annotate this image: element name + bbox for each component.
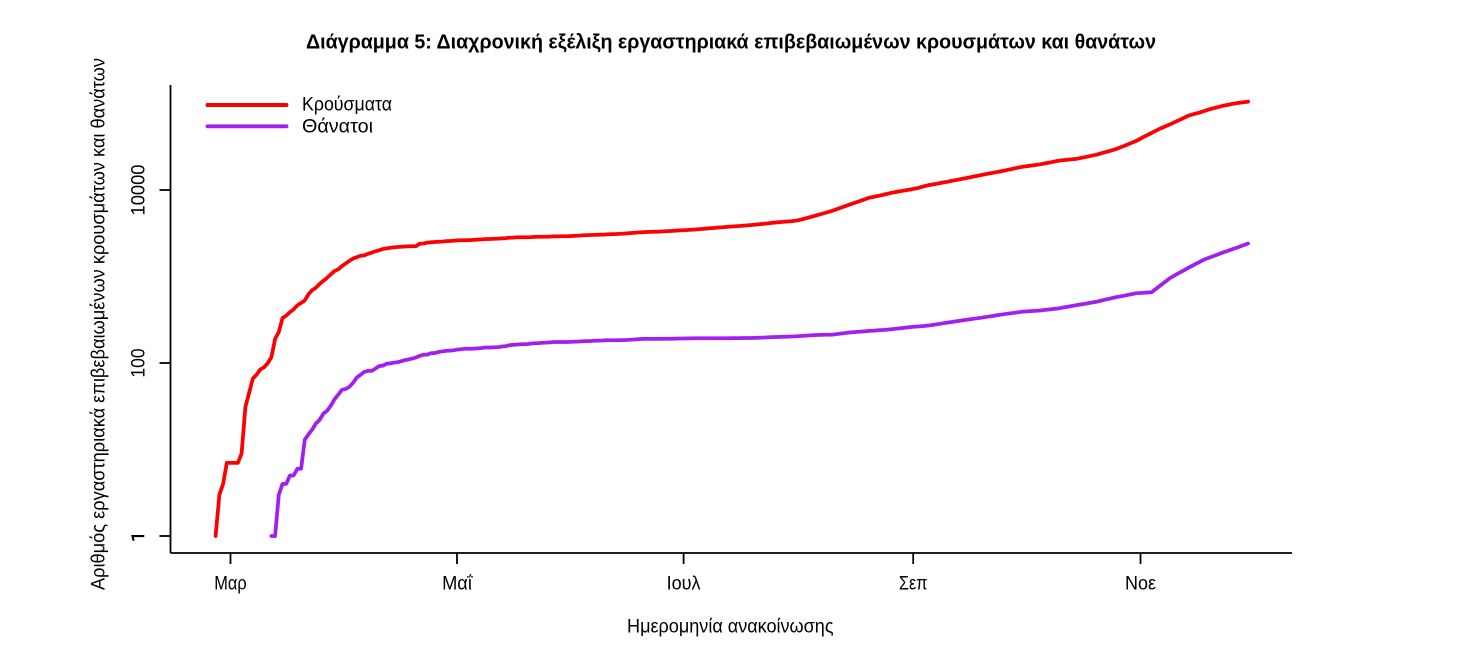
- svg-text:Αριθμός εργαστηριακά επιβεβαιω: Αριθμός εργαστηριακά επιβεβαιωμένων κρου…: [89, 58, 110, 590]
- svg-text:Διάγραμμα 5: Διαχρονική εξέλιξ: Διάγραμμα 5: Διαχρονική εξέλιξη εργαστηρ…: [306, 32, 1156, 54]
- svg-text:Μαΐ: Μαΐ: [442, 574, 473, 595]
- svg-text:Κρούσματα: Κρούσματα: [302, 95, 392, 116]
- svg-text:100: 100: [129, 348, 150, 377]
- svg-text:Θάνατοι: Θάνατοι: [302, 116, 373, 137]
- svg-text:10000: 10000: [129, 165, 150, 216]
- svg-text:Μαρ: Μαρ: [214, 574, 247, 595]
- svg-text:Ιουλ: Ιουλ: [667, 574, 701, 595]
- svg-text:Ημερομηνία ανακοίνωσης: Ημερομηνία ανακοίνωσης: [627, 616, 834, 637]
- svg-text:Νοε: Νοε: [1125, 574, 1156, 595]
- svg-text:Σεπ: Σεπ: [899, 574, 928, 595]
